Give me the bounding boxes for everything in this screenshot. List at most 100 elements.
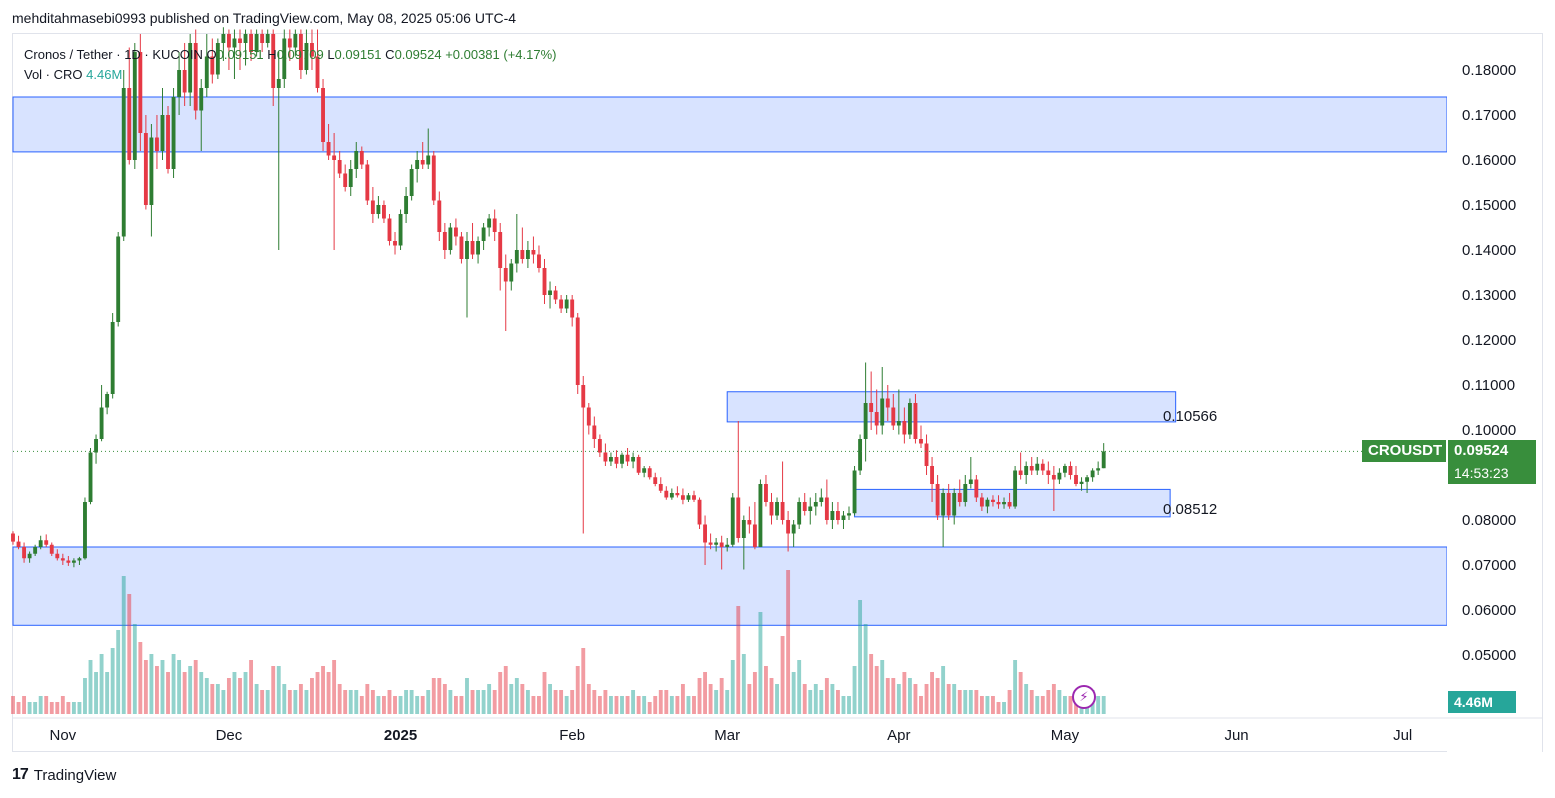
volume-bar: [376, 696, 381, 714]
candle-body: [437, 200, 442, 232]
candle-body: [548, 290, 552, 295]
candle-body: [680, 495, 685, 500]
candle-body: [979, 497, 984, 507]
candle-body: [215, 43, 220, 75]
volume-bar: [819, 690, 824, 714]
candle: [669, 488, 674, 500]
candle-body: [597, 439, 602, 453]
candle-body: [442, 232, 447, 250]
candle: [802, 493, 807, 516]
volume-bar: [260, 690, 265, 714]
volume-bar: [492, 690, 497, 714]
y-axis-tick-label: 0.05000: [1462, 647, 1516, 664]
candle-body: [83, 502, 87, 559]
volume-bar: [99, 654, 104, 714]
upper-resistance-zone: [12, 96, 1448, 153]
candle: [957, 479, 962, 507]
volume-bar: [215, 684, 220, 714]
candle-body: [448, 227, 453, 250]
open-label: O: [206, 47, 217, 62]
volume-bar: [946, 684, 951, 714]
volume-bar: [11, 696, 15, 714]
volume-bar: [797, 660, 802, 714]
volume-bar: [249, 660, 254, 714]
candle: [171, 88, 176, 178]
candle: [1090, 468, 1095, 482]
candle-body: [1046, 470, 1051, 475]
volume-bar: [991, 696, 995, 714]
volume-bar: [852, 666, 857, 714]
candle-body: [105, 394, 110, 408]
candle: [896, 389, 901, 435]
candle: [1062, 463, 1067, 478]
candle: [193, 29, 198, 120]
candle: [33, 544, 38, 556]
candle-body: [16, 541, 21, 547]
volume-bar: [221, 690, 226, 714]
volume-bar: [282, 684, 287, 714]
x-axis: Nov Dec 2025 Feb Mar Apr May Jun Jul: [13, 717, 1542, 744]
candle-body: [110, 322, 115, 394]
candle: [570, 295, 575, 327]
candle: [813, 493, 818, 516]
candle-body: [1068, 466, 1073, 475]
candle-body: [520, 250, 525, 259]
x-axis-tick-label: Jun: [1224, 727, 1248, 744]
ticker-tag: CROUSDT: [1362, 440, 1446, 462]
x-axis-tick-label: Dec: [216, 727, 243, 744]
candle: [625, 448, 630, 466]
candle-body: [38, 540, 43, 547]
volume-label[interactable]: Vol · CRO: [24, 67, 83, 82]
candle-body: [1035, 463, 1040, 471]
footer-brand[interactable]: 17 TradingView: [12, 766, 116, 784]
candle: [470, 223, 475, 259]
candle: [221, 27, 226, 61]
volume-bar: [382, 696, 386, 714]
volume-bar: [664, 690, 669, 714]
volume-bar: [44, 696, 49, 714]
candle: [348, 160, 353, 196]
volume-bar: [121, 576, 126, 714]
volume-bar: [636, 696, 641, 714]
candle-body: [49, 544, 54, 554]
candle: [537, 245, 541, 273]
volume-bar: [780, 636, 785, 714]
candle-body: [1079, 481, 1084, 484]
candle-body: [686, 495, 691, 500]
volume-bar: [786, 570, 791, 714]
volume-bar: [559, 690, 564, 714]
candle: [370, 187, 375, 223]
candle-body: [869, 403, 874, 412]
candle: [1085, 475, 1090, 493]
lightning-icon[interactable]: ⚡: [1072, 685, 1096, 709]
chart-frame: [12, 33, 1543, 752]
volume-value: 4.46M: [86, 67, 123, 82]
candle-body: [730, 497, 735, 545]
candle-body: [498, 232, 503, 268]
candle: [902, 407, 907, 444]
volume-bar: [143, 660, 148, 714]
volume-bar: [77, 702, 82, 714]
candle: [83, 497, 87, 560]
candle-body: [171, 97, 176, 169]
volume-bar: [1035, 696, 1040, 714]
candle: [459, 232, 464, 264]
y-axis-tick-label: 0.07000: [1462, 557, 1516, 574]
candle-body: [409, 169, 414, 196]
candle-body: [935, 484, 940, 516]
volume-bar: [979, 696, 984, 714]
candle-body: [265, 34, 270, 43]
last-price-tag: 0.09524: [1448, 440, 1536, 462]
candle: [492, 209, 497, 241]
volume-bar: [343, 690, 348, 714]
legend-volume-row: Vol · CRO 4.46M: [24, 65, 557, 85]
volume-bar: [1029, 690, 1034, 714]
change-value: +0.00381 (+4.17%): [445, 47, 557, 62]
volume-bar: [586, 684, 591, 714]
volume-bar: [885, 678, 890, 714]
low-value: 0.09151: [334, 47, 382, 62]
candle: [863, 362, 868, 462]
candle-body: [155, 137, 159, 151]
symbol-label[interactable]: Cronos / Tether · 1D · KUCOIN: [24, 47, 203, 62]
